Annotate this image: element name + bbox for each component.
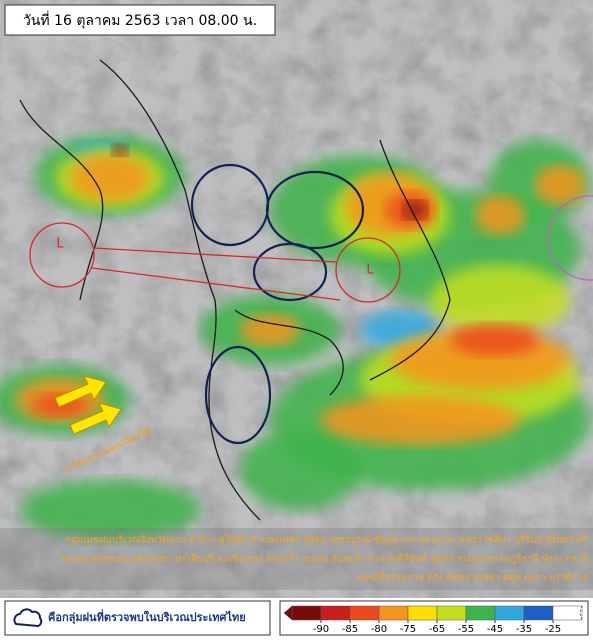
colorbar-swatch — [349, 605, 380, 621]
colorbar-swatch — [291, 605, 322, 621]
cloud-blob — [450, 324, 540, 356]
low-circle — [547, 195, 593, 281]
cloud-blob — [70, 154, 150, 202]
colorbar-tick-label: -25 — [545, 624, 561, 635]
cloud-blob — [430, 265, 570, 335]
legend-text: คือกลุ่มฝนที่ตรวจพบในบริเวณประเทศไทย — [48, 609, 246, 625]
coastline — [99, 59, 261, 521]
colorbar-swatch — [465, 605, 496, 621]
low-circle — [335, 237, 401, 303]
colorbar-tick-label: -75 — [400, 624, 416, 635]
colorbar-end — [579, 605, 583, 621]
arrow — [54, 375, 107, 408]
cloud-blob — [240, 314, 300, 346]
description-band — [0, 528, 593, 590]
legend-icon — [13, 608, 43, 628]
title-box — [4, 4, 276, 36]
rain-cloud-outline — [204, 345, 272, 445]
cloud-blob — [20, 480, 200, 540]
colorbar-swatch — [523, 605, 554, 621]
cloud-blob — [240, 430, 360, 510]
colorbar-swatch — [407, 605, 438, 621]
colorbar-swatch — [494, 605, 525, 621]
colorbar-tick-label: -35 — [516, 624, 532, 635]
colorbar-tick-label: -45 — [487, 624, 503, 635]
description-line: นครศรีธรรมราช ตรัง พัทลุง สงขลา สตูล ยะล… — [356, 572, 588, 584]
colorbar-tick-label: -65 — [429, 624, 445, 635]
colorbar: -90 -85 -80 -75 -65 -55 -45 -35 -25 — [283, 605, 583, 635]
coastlines — [19, 59, 451, 521]
colorbar-tick-label: -55 — [458, 624, 474, 635]
cloud-blob — [320, 395, 520, 445]
cloud-blob — [535, 165, 585, 205]
coastline — [369, 139, 451, 381]
low-circle — [29, 222, 95, 288]
arrow — [69, 402, 122, 435]
description-line: สะเกษ นครพนม นครนายก ปราจีนบุรี ฉะเชิงเท… — [61, 552, 588, 565]
rain-outlines — [190, 163, 365, 445]
description-line: กลุ่มเมฆฝนบริเวณจังหวัดตาก ลำปาง สุโขทัย… — [65, 534, 588, 546]
low-label: L — [366, 263, 374, 278]
trough-line — [93, 247, 337, 263]
colorbar-end — [283, 605, 293, 621]
colorbar-swatch — [436, 605, 467, 621]
low-pressure — [29, 195, 593, 303]
colorbar-swatch — [320, 605, 351, 621]
coastline — [234, 309, 344, 396]
colorbar-swatch — [552, 605, 583, 621]
coastline — [19, 99, 104, 301]
trough-line — [91, 267, 341, 301]
cloud-blob — [475, 195, 525, 235]
colorbar-swatch — [378, 605, 409, 621]
colorbar-tick-label: -80 — [371, 624, 387, 635]
legend-box — [4, 600, 271, 636]
low-label: L — [56, 237, 64, 252]
rain-cloud-outline — [252, 242, 328, 302]
cloud-blob — [112, 144, 128, 156]
rain-cloud-outline — [265, 170, 365, 250]
title: วันที่ 16 ตุลาคม 2563 เวลา 08.00 น. — [23, 11, 257, 29]
colorbar-tick-label: -90 — [313, 624, 329, 635]
colorbar-tick-label: -85 — [342, 624, 358, 635]
monsoon-arrows — [54, 375, 122, 435]
